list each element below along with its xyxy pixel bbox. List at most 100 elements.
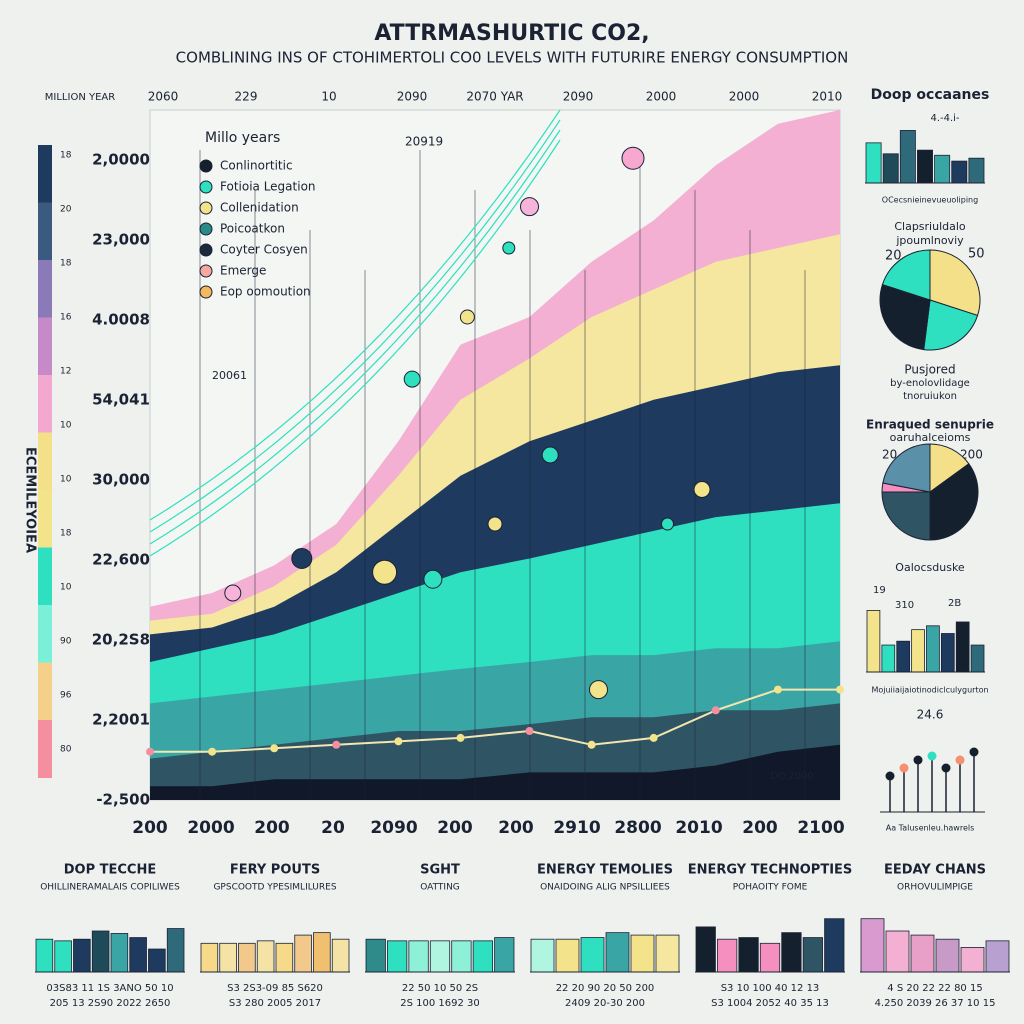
legend-swatch: [199, 243, 213, 257]
bar: [899, 130, 916, 184]
bar: [451, 940, 472, 973]
x-label: 2090: [370, 818, 417, 838]
y-label: 30,000: [92, 471, 150, 489]
legend-label: Conlinortitic: [220, 159, 293, 173]
panel-subtitle: GPSCOOTD YPESIMLILURES: [213, 883, 336, 893]
bar: [885, 930, 910, 973]
x-label: 200: [254, 818, 290, 838]
bar: [580, 937, 605, 973]
y-label: 22,600: [92, 551, 150, 569]
line-point: [773, 685, 782, 694]
bar: [695, 926, 716, 973]
x-label: 200: [132, 818, 168, 838]
note: tnoruiukon: [903, 391, 957, 402]
legend-swatch: [199, 264, 213, 278]
bar: [985, 940, 1010, 973]
tick-labels: S3 1004 2052 40 35 13: [711, 998, 829, 1009]
decor-trend: [149, 119, 561, 533]
bubble: [589, 680, 608, 700]
color-scale: [38, 202, 52, 261]
line-point: [270, 744, 279, 753]
panel-title: EEDAY CHANS: [884, 863, 986, 878]
bubble: [224, 584, 242, 602]
bar: [881, 644, 896, 673]
panel-subtitle: jpoumlnoviy: [895, 234, 964, 247]
annotation: 20919: [405, 135, 443, 149]
panel-title: DOP TECCHE: [64, 863, 157, 878]
tick-labels: 22 20 90 20 50 200: [556, 983, 655, 994]
bar: [387, 940, 408, 973]
line-point: [332, 740, 341, 749]
lollipop-dot: [969, 747, 979, 757]
panel-subtitle: ONAIDOING ALIG NPSILLIEES: [540, 883, 670, 893]
bar: [960, 947, 985, 973]
panel-title: ENERGY TECHNOPTIES: [688, 863, 853, 878]
subtitle: COMBLINING INS OF CTOHIMERTOLI CO0 LEVEL…: [176, 49, 849, 67]
tick-labels: S3 10 100 40 12 13: [721, 983, 820, 994]
bar: [860, 918, 885, 973]
scale-label: 10: [60, 475, 72, 485]
color-scale: [38, 662, 52, 721]
bar: [494, 937, 515, 973]
legend-swatch: [199, 285, 213, 299]
pie-slice: [881, 491, 931, 541]
caption: OCecsnieinevueuoliping: [882, 196, 978, 205]
lollipop-dot: [955, 755, 965, 765]
bar: [408, 940, 429, 973]
color-scale: [38, 317, 52, 376]
legend-swatch: [199, 159, 213, 173]
title: ATTRMASHURTIC CO2,: [374, 21, 649, 46]
x-label: 2800: [614, 818, 661, 838]
tick-labels: 2S 100 1692 30: [400, 998, 480, 1009]
tick-labels: 2409 20-30 200: [565, 998, 645, 1009]
legend-label: Fotioia Legation: [220, 180, 316, 194]
bar: [935, 938, 960, 973]
panel-title: FERY POUTS: [230, 863, 320, 878]
legend-swatch: [199, 201, 213, 215]
scale-label: 18: [60, 529, 72, 539]
bar: [238, 942, 256, 973]
trend-line: [150, 688, 840, 753]
scale-label: 90: [60, 637, 72, 647]
scale-label: 12: [60, 367, 71, 377]
color-scale: [38, 145, 52, 203]
bubble: [541, 446, 559, 464]
y-label: -2,500: [96, 791, 150, 809]
panel-title: Clapsriuldalo: [894, 220, 966, 233]
line-point: [525, 727, 534, 735]
y-label: 2,2001: [92, 711, 150, 729]
panel-title: 24.6: [917, 708, 944, 722]
tick-labels: S3 280 2005 2017: [229, 998, 321, 1009]
bar: [865, 142, 882, 184]
panel-subtitle: oaruhalceioms: [890, 431, 971, 444]
color-scale: [38, 260, 52, 318]
x-label: 20: [321, 818, 345, 838]
pie-slice: [929, 249, 981, 317]
x-label: 2010: [675, 818, 722, 838]
legend-title: Millo years: [205, 130, 280, 146]
y-label: 20,2S8: [92, 631, 150, 649]
bar-label: 19: [873, 585, 886, 596]
scale-label: 96: [60, 691, 72, 701]
bar: [824, 918, 845, 973]
bubble: [403, 370, 421, 388]
line-point: [587, 740, 596, 749]
panel-title: Oalocsduske: [895, 561, 965, 574]
lollipop-dot: [913, 755, 923, 765]
y-label: 2,0000: [92, 151, 150, 169]
panel-subtitle: 4.-4.i-: [930, 113, 959, 124]
x-label: 2910: [553, 818, 600, 838]
bar: [472, 940, 493, 973]
lollipop-dot: [927, 751, 937, 761]
line-point: [649, 733, 658, 742]
top-label: 2060: [148, 90, 179, 104]
bar: [934, 154, 951, 184]
bar: [294, 934, 312, 973]
tick-labels: 03S83 11 1S 3ANO 50 10: [46, 983, 173, 994]
tick-labels: 22 50 10 50 2S: [402, 983, 478, 994]
scale-label: 20: [60, 205, 72, 215]
bar: [759, 942, 781, 973]
pie-slice: [881, 249, 931, 301]
pie-slice: [882, 443, 931, 493]
top-label: MILLION YEAR: [45, 92, 115, 103]
